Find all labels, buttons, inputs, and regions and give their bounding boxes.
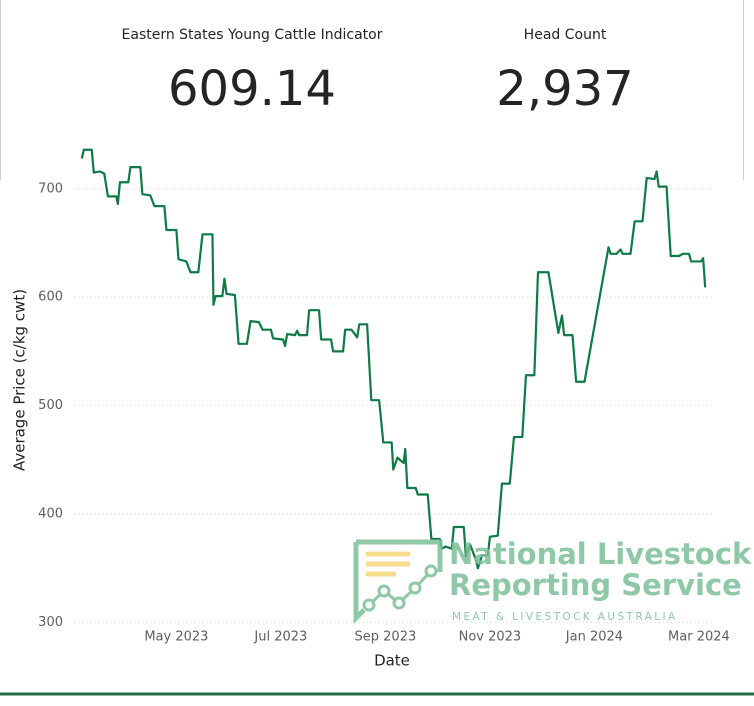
- kpi-title: Eastern States Young Cattle Indicator: [122, 27, 383, 43]
- plot: 300 400 500 600 700 May 2023 Jul 2023 Sep 2023 N…: [38, 148, 730, 645]
- watermark-tagline: MEAT & LIVESTOCK AUSTRALIA: [452, 611, 678, 623]
- watermark-line: National Livestock: [449, 537, 752, 571]
- watermark: National Livestock Reporting Service MEA…: [353, 537, 752, 625]
- x-tick-label: May 2023: [144, 630, 208, 645]
- logo-dot: [408, 581, 422, 595]
- y-tick-label: 700: [38, 181, 63, 196]
- price-line: [80, 148, 707, 570]
- watermark-line: Reporting Service: [449, 568, 742, 602]
- x-tick-label: Jan 2024: [565, 630, 623, 645]
- y-axis-label: Average Price (c/kg cwt): [11, 289, 29, 471]
- x-tick-label: Jul 2023: [253, 630, 307, 645]
- logo-frame: [353, 539, 443, 625]
- kpi-title: Head Count: [524, 27, 607, 43]
- logo-dot: [392, 596, 406, 610]
- x-tick-label: Nov 2023: [459, 630, 522, 645]
- y-tick-label: 500: [38, 398, 63, 413]
- x-tick-label: Mar 2024: [668, 630, 730, 645]
- x-tick-label: Sep 2023: [355, 630, 417, 645]
- kpi-value: 2,937: [496, 61, 633, 117]
- logo-dot: [424, 564, 438, 578]
- y-tick-label: 400: [38, 507, 63, 522]
- y-tick-label: 600: [38, 290, 63, 305]
- logo-dot: [377, 584, 391, 598]
- x-axis-label: Date: [374, 652, 410, 670]
- kpi-value: 609.14: [168, 61, 336, 117]
- logo-dot: [362, 598, 376, 612]
- y-tick-label: 300: [38, 615, 63, 630]
